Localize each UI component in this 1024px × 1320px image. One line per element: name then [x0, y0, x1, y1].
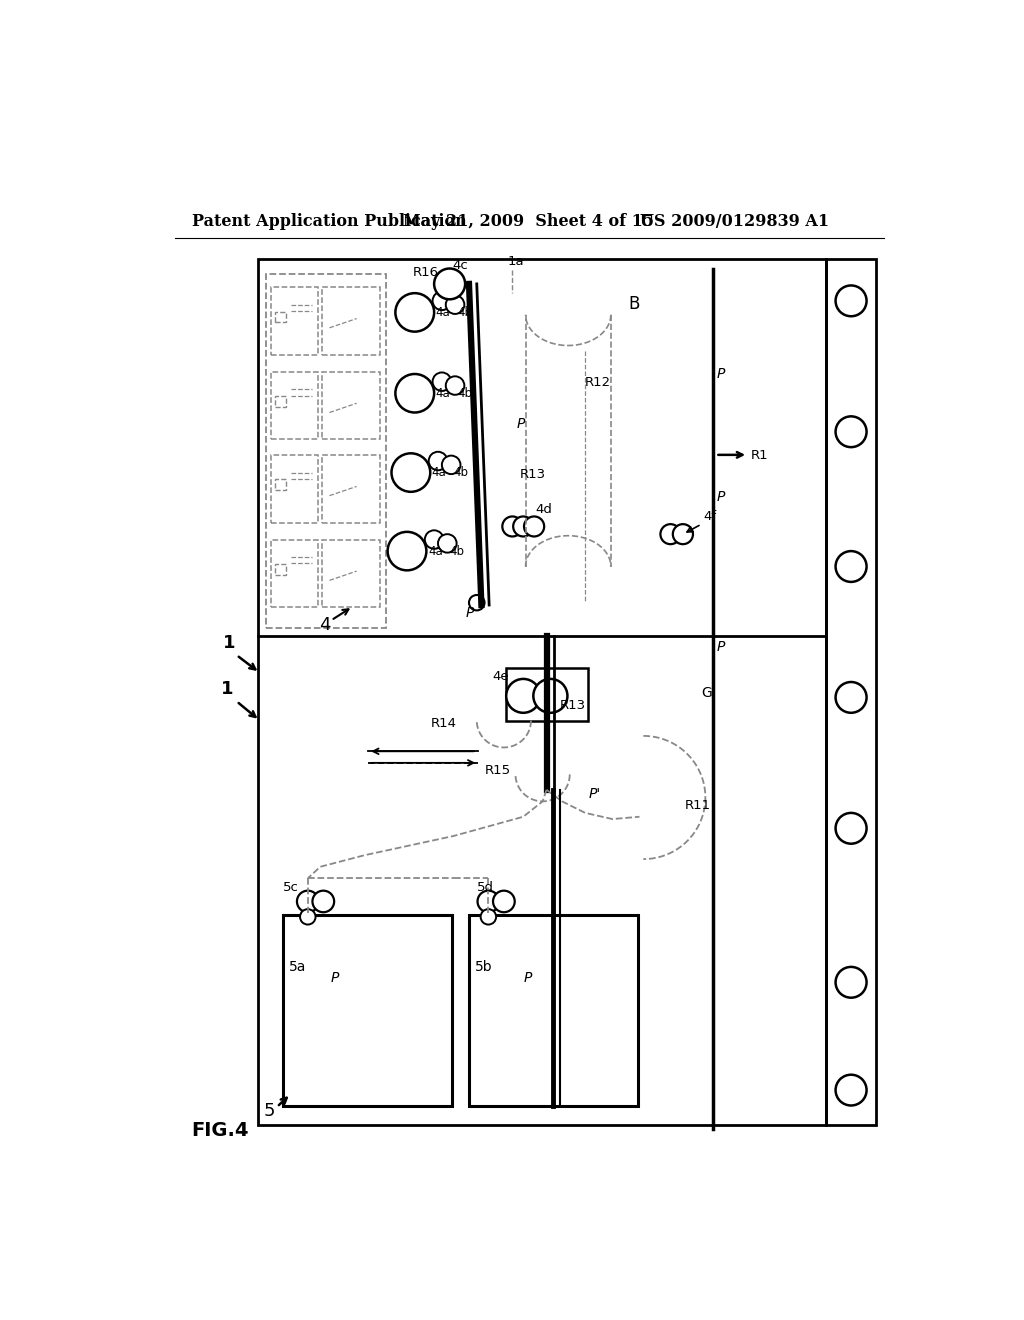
- Circle shape: [442, 455, 461, 474]
- Text: 5b: 5b: [475, 960, 493, 974]
- Text: 5a: 5a: [289, 960, 306, 974]
- Text: 4e: 4e: [493, 671, 509, 684]
- Circle shape: [513, 516, 534, 536]
- Bar: [271, 286, 317, 355]
- Text: 4d: 4d: [536, 503, 553, 516]
- Text: R12: R12: [586, 376, 611, 388]
- Text: R16: R16: [414, 267, 439, 280]
- Circle shape: [445, 296, 464, 314]
- Text: 5d: 5d: [477, 882, 494, 895]
- Circle shape: [425, 531, 443, 549]
- Text: 4a: 4a: [428, 545, 442, 558]
- Bar: [283, 915, 452, 1106]
- Text: P: P: [717, 367, 725, 381]
- Circle shape: [836, 552, 866, 582]
- Text: R15: R15: [484, 764, 511, 777]
- Text: R1: R1: [751, 449, 768, 462]
- Circle shape: [391, 453, 430, 492]
- Bar: [271, 455, 317, 523]
- Bar: [271, 372, 317, 440]
- Text: 4f: 4f: [703, 511, 717, 523]
- Text: 4: 4: [319, 615, 331, 634]
- Circle shape: [388, 532, 426, 570]
- Bar: [271, 540, 317, 607]
- Bar: [258, 259, 825, 1125]
- Bar: [322, 286, 380, 355]
- Text: US 2009/0129839 A1: US 2009/0129839 A1: [640, 213, 828, 230]
- Bar: [275, 396, 286, 407]
- Bar: [825, 259, 876, 1125]
- Circle shape: [660, 524, 681, 544]
- Text: B: B: [628, 294, 639, 313]
- Circle shape: [432, 292, 452, 310]
- Bar: [469, 915, 638, 1106]
- Text: Patent Application Publication: Patent Application Publication: [191, 213, 466, 230]
- Text: FIG.4: FIG.4: [191, 1121, 249, 1140]
- Circle shape: [524, 516, 544, 536]
- Bar: [322, 372, 380, 440]
- Text: 4a: 4a: [432, 466, 446, 479]
- Circle shape: [836, 682, 866, 713]
- Text: R13: R13: [560, 700, 586, 711]
- Text: 4b: 4b: [458, 387, 472, 400]
- Text: R14: R14: [430, 717, 457, 730]
- Text: 1a: 1a: [508, 255, 524, 268]
- Text: 4a: 4a: [435, 387, 451, 400]
- Bar: [506, 668, 588, 721]
- Circle shape: [395, 374, 434, 412]
- Circle shape: [297, 891, 318, 912]
- Text: 4a: 4a: [435, 306, 451, 319]
- Circle shape: [503, 516, 522, 536]
- Text: May 21, 2009  Sheet 4 of 15: May 21, 2009 Sheet 4 of 15: [403, 213, 654, 230]
- Text: 4c: 4c: [452, 259, 468, 272]
- Bar: [322, 455, 380, 523]
- Circle shape: [445, 376, 464, 395]
- Bar: [275, 479, 286, 490]
- Circle shape: [534, 678, 567, 713]
- Circle shape: [300, 909, 315, 924]
- Text: 5: 5: [263, 1101, 275, 1119]
- Text: 1: 1: [221, 680, 233, 697]
- Bar: [275, 312, 286, 322]
- Circle shape: [836, 968, 866, 998]
- Text: P: P: [465, 606, 473, 619]
- Text: P': P': [589, 787, 601, 800]
- Text: P: P: [717, 490, 725, 504]
- Circle shape: [506, 678, 541, 713]
- Text: P: P: [717, 640, 725, 655]
- Text: 1: 1: [222, 634, 236, 652]
- Circle shape: [477, 891, 500, 912]
- Text: 5c: 5c: [283, 882, 299, 895]
- Circle shape: [432, 372, 452, 391]
- Bar: [266, 275, 386, 628]
- Text: P: P: [331, 972, 339, 985]
- Circle shape: [836, 416, 866, 447]
- Circle shape: [836, 813, 866, 843]
- Text: R13: R13: [519, 469, 546, 480]
- Circle shape: [673, 524, 693, 544]
- Circle shape: [434, 268, 465, 300]
- Bar: [322, 540, 380, 607]
- Text: P: P: [517, 417, 525, 430]
- Circle shape: [836, 1074, 866, 1106]
- Text: P: P: [523, 972, 531, 985]
- Circle shape: [395, 293, 434, 331]
- Text: G: G: [701, 686, 713, 701]
- Bar: [275, 564, 286, 576]
- Text: R11: R11: [684, 799, 711, 812]
- Circle shape: [480, 909, 496, 924]
- Circle shape: [836, 285, 866, 317]
- Text: 4b: 4b: [458, 306, 472, 319]
- Circle shape: [438, 535, 457, 553]
- Text: 4b: 4b: [450, 545, 465, 558]
- Circle shape: [312, 891, 334, 912]
- Text: 4b: 4b: [454, 466, 469, 479]
- Circle shape: [469, 595, 484, 610]
- Circle shape: [429, 451, 447, 470]
- Circle shape: [493, 891, 515, 912]
